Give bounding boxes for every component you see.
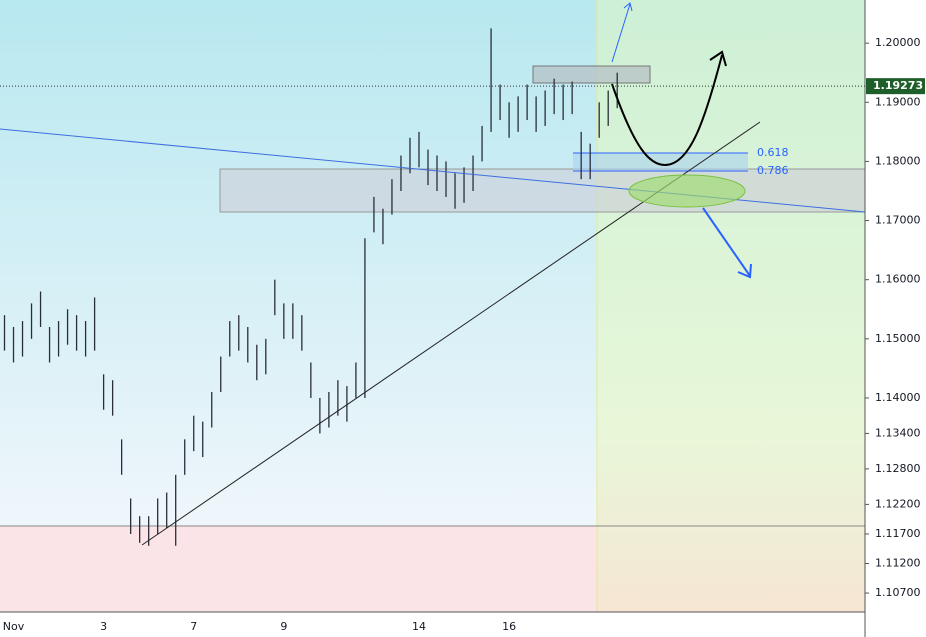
x-axis: [0, 612, 865, 637]
x-tick-label: 7: [190, 620, 197, 633]
y-tick-label: 1.14000: [875, 391, 921, 404]
x-tick-label: 14: [412, 620, 426, 633]
y-tick-label: 1.11200: [875, 557, 921, 570]
y-tick-label: 1.18000: [875, 154, 921, 167]
projection-area: [597, 0, 865, 612]
projection-arrow: [611, 54, 723, 167]
projection-arrow: [702, 207, 751, 277]
fib-zone: [573, 153, 748, 171]
background: [0, 0, 597, 612]
y-tick-label: 1.13400: [875, 426, 921, 439]
support-zone: [0, 526, 597, 612]
arrow-head: [737, 263, 752, 279]
y-tick-label: 1.19000: [875, 95, 921, 108]
target-ellipse: [628, 174, 746, 208]
y-tick-label: 1.16000: [875, 273, 921, 286]
x-tick-label: 3: [100, 620, 107, 633]
high-zone: [532, 65, 651, 84]
projection-arrow: [611, 3, 631, 63]
last-price-box: [866, 78, 925, 95]
y-tick-label: 1.15000: [875, 332, 921, 345]
fib-label: 0.618: [757, 146, 789, 159]
x-tick-label: 9: [280, 620, 287, 633]
last-price-label: 1.19273: [873, 79, 923, 92]
y-tick-label: 1.12800: [875, 462, 921, 475]
arrow-head: [709, 50, 727, 67]
y-tick-label: 1.10700: [875, 586, 921, 599]
resistance-zone: [219, 168, 866, 213]
y-tick-label: 1.12200: [875, 497, 921, 510]
x-tick-label: Nov: [3, 620, 25, 633]
y-tick-label: 1.17000: [875, 214, 921, 227]
y-axis: [865, 0, 926, 637]
fib-label: 0.786: [757, 164, 789, 177]
y-tick-label: 1.11700: [875, 527, 921, 540]
x-tick-label: 16: [502, 620, 516, 633]
arrow-head: [623, 2, 633, 12]
y-tick-label: 1.20000: [875, 36, 921, 49]
